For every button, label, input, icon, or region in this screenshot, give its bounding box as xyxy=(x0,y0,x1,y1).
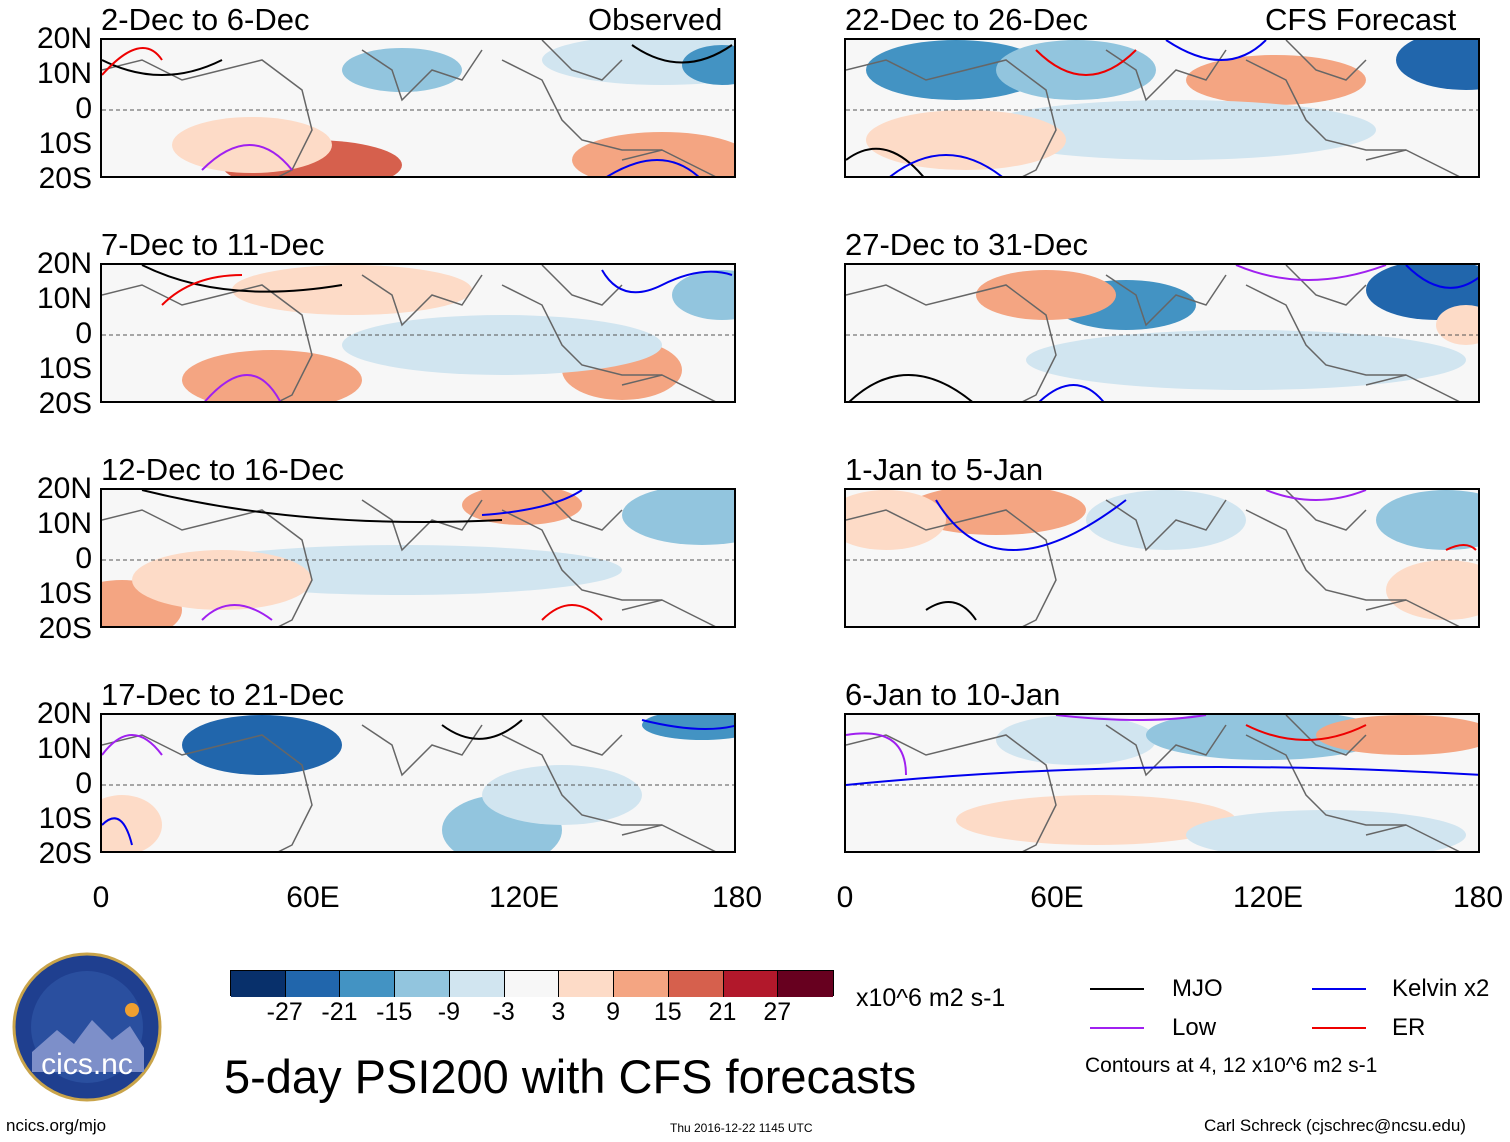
legend-line-er xyxy=(1312,1027,1366,1029)
xlabel-left-0: 0 xyxy=(92,881,110,914)
ylabel-row3-3: 10S xyxy=(38,577,92,610)
ylabel-row3-0: 20N xyxy=(36,472,92,505)
legend-label-kelvin: Kelvin x2 xyxy=(1392,975,1490,1002)
colorbar-units: x10^6 m2 s-1 xyxy=(856,984,1006,1012)
panel-title-3: 12-Dec to 16-Dec xyxy=(101,452,344,487)
map-panel-4 xyxy=(100,713,736,853)
ylabel-row1-3: 10S xyxy=(38,127,92,160)
ylabel-row2-1: 10N xyxy=(36,282,92,315)
colorbar-swatch xyxy=(668,971,724,997)
colorbar-label: 21 xyxy=(708,998,737,1026)
cics-logo: cics.nc xyxy=(12,952,162,1102)
xlabel-left-180: 180 xyxy=(711,881,763,914)
colorbar-label: -3 xyxy=(492,998,515,1026)
colorbar-swatch xyxy=(614,971,669,997)
legend-line-mjo xyxy=(1090,988,1144,990)
colorbar-swatch xyxy=(559,971,615,997)
main-title: 5-day PSI200 with CFS forecasts xyxy=(224,1050,917,1103)
colorbar-swatch xyxy=(504,971,560,997)
colorbar-label: -21 xyxy=(321,998,358,1026)
colorbar-swatch xyxy=(395,971,450,997)
colorbar-swatch xyxy=(778,971,833,997)
colorbar-swatch xyxy=(449,971,505,997)
map-panel-5 xyxy=(844,38,1480,178)
footer-author: Carl Schreck (cjschrec@ncsu.edu) xyxy=(1204,1116,1466,1135)
colorbar-label: -9 xyxy=(437,998,461,1026)
logo-text: cics.nc xyxy=(41,1048,133,1081)
map-panel-1 xyxy=(100,38,736,178)
panel-title-4: 17-Dec to 21-Dec xyxy=(101,677,344,712)
ylabel-row4-4: 20S xyxy=(38,837,92,870)
legend-line-kelvin xyxy=(1312,988,1366,990)
ylabel-row4-1: 10N xyxy=(36,732,92,765)
panel-title-5: 22-Dec to 26-Dec xyxy=(845,2,1088,37)
map-panel-8 xyxy=(844,713,1480,853)
colorbar-swatch xyxy=(231,971,286,997)
xlabel-left-60e: 60E xyxy=(286,881,340,914)
xlabel-left-120e: 120E xyxy=(488,881,560,914)
ylabel-row4-3: 10S xyxy=(38,802,92,835)
observed-label: Observed xyxy=(588,2,723,37)
legend-label-mjo: MJO xyxy=(1172,975,1223,1002)
cfs-forecast-label: CFS Forecast xyxy=(1265,2,1457,37)
ylabel-row3-1: 10N xyxy=(36,507,92,540)
colorbar-label: 9 xyxy=(606,998,621,1026)
ylabel-row2-4: 20S xyxy=(38,387,92,420)
panel-title-2: 7-Dec to 11-Dec xyxy=(101,227,325,262)
ylabel-row1-1: 10N xyxy=(36,57,92,90)
colorbar-label: -15 xyxy=(376,998,413,1026)
legend-label-er: ER xyxy=(1392,1014,1426,1041)
ylabel-row2-0: 20N xyxy=(36,247,92,280)
ylabel-row1-4: 20S xyxy=(38,162,92,195)
panel-title-7: 1-Jan to 5-Jan xyxy=(845,452,1044,487)
colorbar-swatch xyxy=(340,971,396,997)
ylabel-row3-4: 20S xyxy=(38,612,92,645)
ylabel-row3-2: 0 xyxy=(75,542,92,575)
ylabel-row1-2: 0 xyxy=(75,92,92,125)
footer-url[interactable]: ncics.org/mjo xyxy=(6,1116,107,1135)
colorbar-label: 27 xyxy=(763,998,792,1026)
ylabel-row2-2: 0 xyxy=(75,317,92,350)
footer-timestamp: Thu 2016-12-22 1145 UTC xyxy=(670,1121,813,1135)
map-panel-2 xyxy=(100,263,736,403)
legend-note: Contours at 4, 12 x10^6 m2 s-1 xyxy=(1085,1054,1378,1077)
legend-label-low: Low xyxy=(1172,1014,1217,1041)
ylabel-row4-2: 0 xyxy=(75,767,92,800)
ylabel-row4-0: 20N xyxy=(36,697,92,730)
xlabel-right-60e: 60E xyxy=(1030,881,1084,914)
ylabel-row2-3: 10S xyxy=(38,352,92,385)
panel-title-1: 2-Dec to 6-Dec xyxy=(101,2,310,37)
colorbar-label: 15 xyxy=(653,998,682,1026)
colorbar-label: -27 xyxy=(266,998,303,1026)
map-panel-3 xyxy=(100,488,736,628)
colorbar-swatch xyxy=(723,971,779,997)
panel-title-6: 27-Dec to 31-Dec xyxy=(845,227,1088,262)
map-panel-6 xyxy=(844,263,1480,403)
colorbar-swatch xyxy=(285,971,341,997)
xlabel-right-120e: 120E xyxy=(1232,881,1304,914)
xlabel-right-180: 180 xyxy=(1452,881,1504,914)
map-panel-7 xyxy=(844,488,1480,628)
ylabel-row1-0: 20N xyxy=(36,22,92,55)
xlabel-right-0: 0 xyxy=(836,881,854,914)
panel-title-8: 6-Jan to 10-Jan xyxy=(845,677,1061,712)
legend-line-low xyxy=(1090,1027,1144,1029)
colorbar-label: 3 xyxy=(551,998,566,1026)
colorbar xyxy=(230,970,834,997)
